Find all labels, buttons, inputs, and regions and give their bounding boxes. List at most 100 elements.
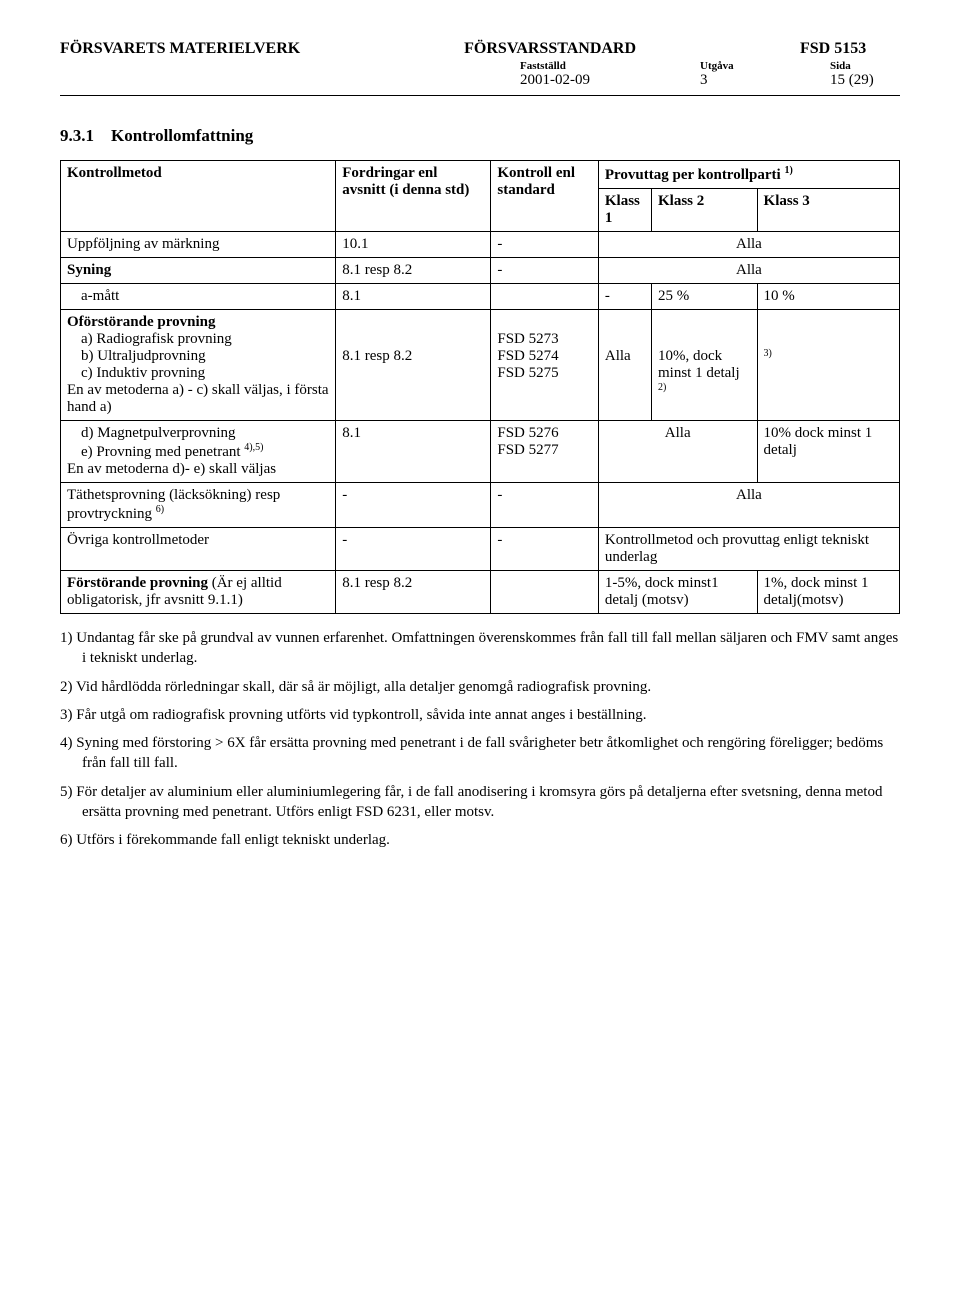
- cell-label: Övriga kontrollmetoder: [61, 528, 336, 571]
- cell-k3: 10% dock minst 1 detalj: [757, 421, 899, 483]
- row-magnet: d) Magnetpulverprovning e) Provning med …: [61, 421, 900, 483]
- ctrl-5274: FSD 5274: [497, 348, 558, 364]
- note-2: 2) Vid hårdlödda rörledningar skall, där…: [60, 677, 900, 697]
- cell-ctrl: -: [491, 258, 599, 284]
- mg-d: d) Magnetpulverprovning: [67, 425, 329, 442]
- cell-req-text: 8.1 resp 8.2: [342, 348, 412, 364]
- header-rule: [60, 95, 900, 96]
- cell-k3: 3): [757, 310, 899, 421]
- tathet-label: Täthetsprovning (läcksökning) resp provt…: [67, 487, 280, 522]
- th-prov: Provuttag per kontrollparti 1): [598, 161, 899, 189]
- cell-req: 8.1 resp 8.2: [336, 571, 491, 614]
- of-tail: En av metoderna a) - c) skall väljas, i …: [67, 382, 329, 415]
- cell-k3-sup: 3): [764, 348, 772, 359]
- mg-e-sup: 4),5): [244, 442, 263, 453]
- cell-k1: -: [598, 284, 651, 310]
- cell-span: Alla: [598, 232, 899, 258]
- of-a: a) Radiografisk provning: [67, 331, 329, 348]
- cell-req: 8.1 resp 8.2: [336, 310, 491, 421]
- note-1: 1) Undantag får ske på grundval av vunne…: [60, 628, 900, 669]
- header-page: 15 (29): [830, 72, 900, 89]
- of-c: c) Induktiv provning: [67, 365, 329, 382]
- row-amatt: a-mått 8.1 - 25 % 10 %: [61, 284, 900, 310]
- cell-ctrl: [491, 284, 599, 310]
- row-oforstorande: Oförstörande provning a) Radiografisk pr…: [61, 310, 900, 421]
- cell-ctrl: -: [491, 232, 599, 258]
- th-k2: Klass 2: [651, 189, 757, 232]
- cell-req: 8.1: [336, 421, 491, 483]
- cell-req: 10.1: [336, 232, 491, 258]
- forst-label: Förstörande provning: [67, 575, 208, 591]
- cell-k2: 25 %: [651, 284, 757, 310]
- th-k1: Klass 1: [598, 189, 651, 232]
- section-number: 9.3.1: [60, 126, 94, 145]
- row-uppfoljning: Uppföljning av märkning 10.1 - Alla: [61, 232, 900, 258]
- standard-code: FSD 5153: [800, 40, 900, 58]
- ctrl-5275: FSD 5275: [497, 365, 558, 381]
- cell-req: 8.1 resp 8.2: [336, 258, 491, 284]
- header-date: 2001-02-09: [520, 72, 640, 89]
- cell-span: Kontrollmetod och provuttag enligt tekni…: [598, 528, 899, 571]
- cell-ctrl: -: [491, 528, 599, 571]
- section-heading: 9.3.1 Kontrollomfattning: [60, 126, 900, 146]
- of-b: b) Ultraljudprovning: [67, 348, 329, 365]
- footnotes: 1) Undantag får ske på grundval av vunne…: [60, 628, 900, 850]
- row-forstorande: Förstörande provning (Är ej alltid oblig…: [61, 571, 900, 614]
- sub-label-edition: Utgåva: [700, 60, 770, 72]
- note-3: 3) Får utgå om radiografisk provning utf…: [60, 705, 900, 725]
- page-header: FÖRSVARETS MATERIELVERK FÖRSVARSSTANDARD…: [60, 40, 900, 89]
- cell-label: Syning: [61, 258, 336, 284]
- section-title: Kontrollomfattning: [111, 126, 253, 145]
- note-6: 6) Utförs i förekommande fall enligt tek…: [60, 830, 900, 850]
- cell-k1-text: Alla: [605, 348, 631, 364]
- th-method: Kontrollmetod: [61, 161, 336, 232]
- cell-k2: 10%, dock minst 1 detalj 2): [651, 310, 757, 421]
- cell-label: Oförstörande provning a) Radiografisk pr…: [61, 310, 336, 421]
- kontroll-table: Kontrollmetod Fordringar enl avsnitt (i …: [60, 160, 900, 614]
- ctrl-5273: FSD 5273: [497, 331, 558, 347]
- cell-label: Förstörande provning (Är ej alltid oblig…: [61, 571, 336, 614]
- row-ovriga: Övriga kontrollmetoder - - Kontrollmetod…: [61, 528, 900, 571]
- row-tathet: Täthetsprovning (läcksökning) resp provt…: [61, 483, 900, 528]
- th-req: Fordringar enl avsnitt (i denna std): [336, 161, 491, 232]
- cell-k12: 1-5%, dock minst1 detalj (motsv): [598, 571, 757, 614]
- cell-req: -: [336, 483, 491, 528]
- note-4: 4) Syning med förstoring > 6X får ersätt…: [60, 733, 900, 774]
- cell-k3: 1%, dock minst 1 detalj(motsv): [757, 571, 899, 614]
- cell-req: 8.1: [336, 284, 491, 310]
- th-prov-sup: 1): [784, 165, 792, 176]
- th-prov-text: Provuttag per kontrollparti: [605, 167, 781, 183]
- cell-span: Alla: [598, 258, 899, 284]
- cell-label: Täthetsprovning (läcksökning) resp provt…: [61, 483, 336, 528]
- cell-k2-sup: 2): [658, 382, 666, 393]
- row-syning: Syning 8.1 resp 8.2 - Alla: [61, 258, 900, 284]
- of-title: Oförstörande provning: [67, 314, 215, 330]
- cell-k2-text: 10%, dock minst 1 detalj: [658, 348, 740, 381]
- cell-ctrl: FSD 5273 FSD 5274 FSD 5275: [491, 310, 599, 421]
- mg-tail: En av metoderna d)- e) skall väljas: [67, 461, 276, 477]
- cell-label: a-mått: [61, 284, 336, 310]
- ctrl-5277: FSD 5277: [497, 442, 558, 458]
- th-k3: Klass 3: [757, 189, 899, 232]
- cell-label: Uppföljning av märkning: [61, 232, 336, 258]
- ctrl-5276: FSD 5276: [497, 425, 558, 441]
- cell-k3: 10 %: [757, 284, 899, 310]
- cell-ctrl: -: [491, 483, 599, 528]
- cell-label-text: Syning: [67, 262, 111, 278]
- sub-label-date: Fastställd: [520, 60, 640, 72]
- cell-label: d) Magnetpulverprovning e) Provning med …: [61, 421, 336, 483]
- cell-k12: Alla: [598, 421, 757, 483]
- sub-label-page: Sida: [830, 60, 900, 72]
- cell-ctrl: FSD 5276 FSD 5277: [491, 421, 599, 483]
- cell-ctrl: [491, 571, 599, 614]
- header-edition: 3: [700, 72, 770, 89]
- cell-req: -: [336, 528, 491, 571]
- cell-span: Alla: [598, 483, 899, 528]
- note-5: 5) För detaljer av aluminium eller alumi…: [60, 782, 900, 823]
- standard-label: FÖRSVARSSTANDARD: [464, 40, 636, 58]
- th-ctrl: Kontroll enl standard: [491, 161, 599, 232]
- org-name: FÖRSVARETS MATERIELVERK: [60, 40, 300, 58]
- mg-e-text: e) Provning med penetrant: [81, 444, 241, 460]
- mg-e: e) Provning med penetrant 4),5): [67, 442, 329, 461]
- cell-k1: Alla: [598, 310, 651, 421]
